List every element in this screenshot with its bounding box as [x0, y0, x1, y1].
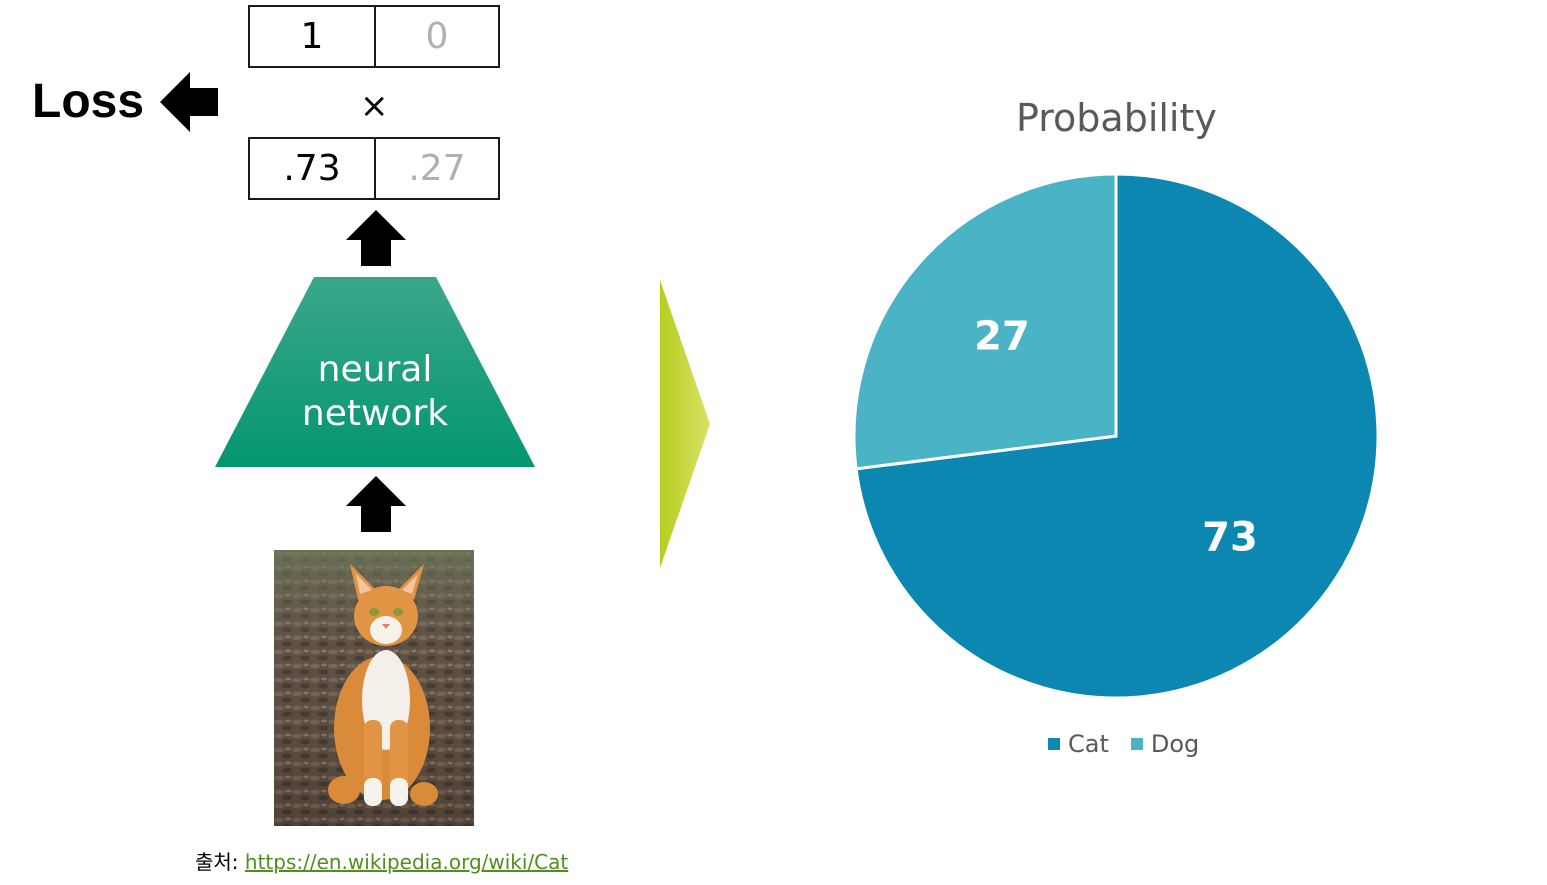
- legend-label-cat: Cat: [1068, 730, 1109, 758]
- neural-network-block: [215, 277, 535, 467]
- multiply-operator: ×: [360, 86, 389, 126]
- legend-swatch-dog: [1130, 738, 1143, 750]
- prediction-cat-cell: .73: [248, 137, 376, 200]
- prediction-dog-cell: .27: [374, 137, 500, 200]
- legend-swatch-cat: [1048, 738, 1060, 750]
- target-cat-cell: 1: [248, 5, 376, 68]
- neural-network-label: neural network: [216, 348, 534, 436]
- left-arrow-icon: [160, 72, 218, 132]
- legend-label-dog: Dog: [1150, 730, 1200, 758]
- chart-title: Probability: [1016, 96, 1217, 140]
- source-caption: 출처: https://en.wikipedia.org/wiki/Cat: [195, 846, 568, 875]
- data-label-cat: 73: [1202, 514, 1258, 560]
- pie-chart: 73 27: [852, 172, 1380, 700]
- legend-item-cat: Cat: [1048, 730, 1109, 758]
- source-link[interactable]: https://en.wikipedia.org/wiki/Cat: [244, 850, 569, 874]
- data-label-dog: 27: [974, 314, 1030, 360]
- chevron-right-icon: [660, 280, 710, 568]
- source-prefix: 출처:: [195, 850, 245, 874]
- network-label-line1: neural: [317, 349, 433, 390]
- chart-legend: Cat Dog: [1048, 730, 1199, 758]
- legend-item-dog: Dog: [1130, 730, 1200, 758]
- network-label-line2: network: [301, 393, 449, 434]
- loss-label: Loss: [32, 75, 145, 128]
- up-arrow-icon: [346, 476, 406, 532]
- up-arrow-icon: [346, 210, 406, 266]
- cat-photo: [274, 550, 474, 826]
- target-dog-cell: 0: [374, 5, 500, 68]
- pie-slice-dog: [852, 172, 1118, 471]
